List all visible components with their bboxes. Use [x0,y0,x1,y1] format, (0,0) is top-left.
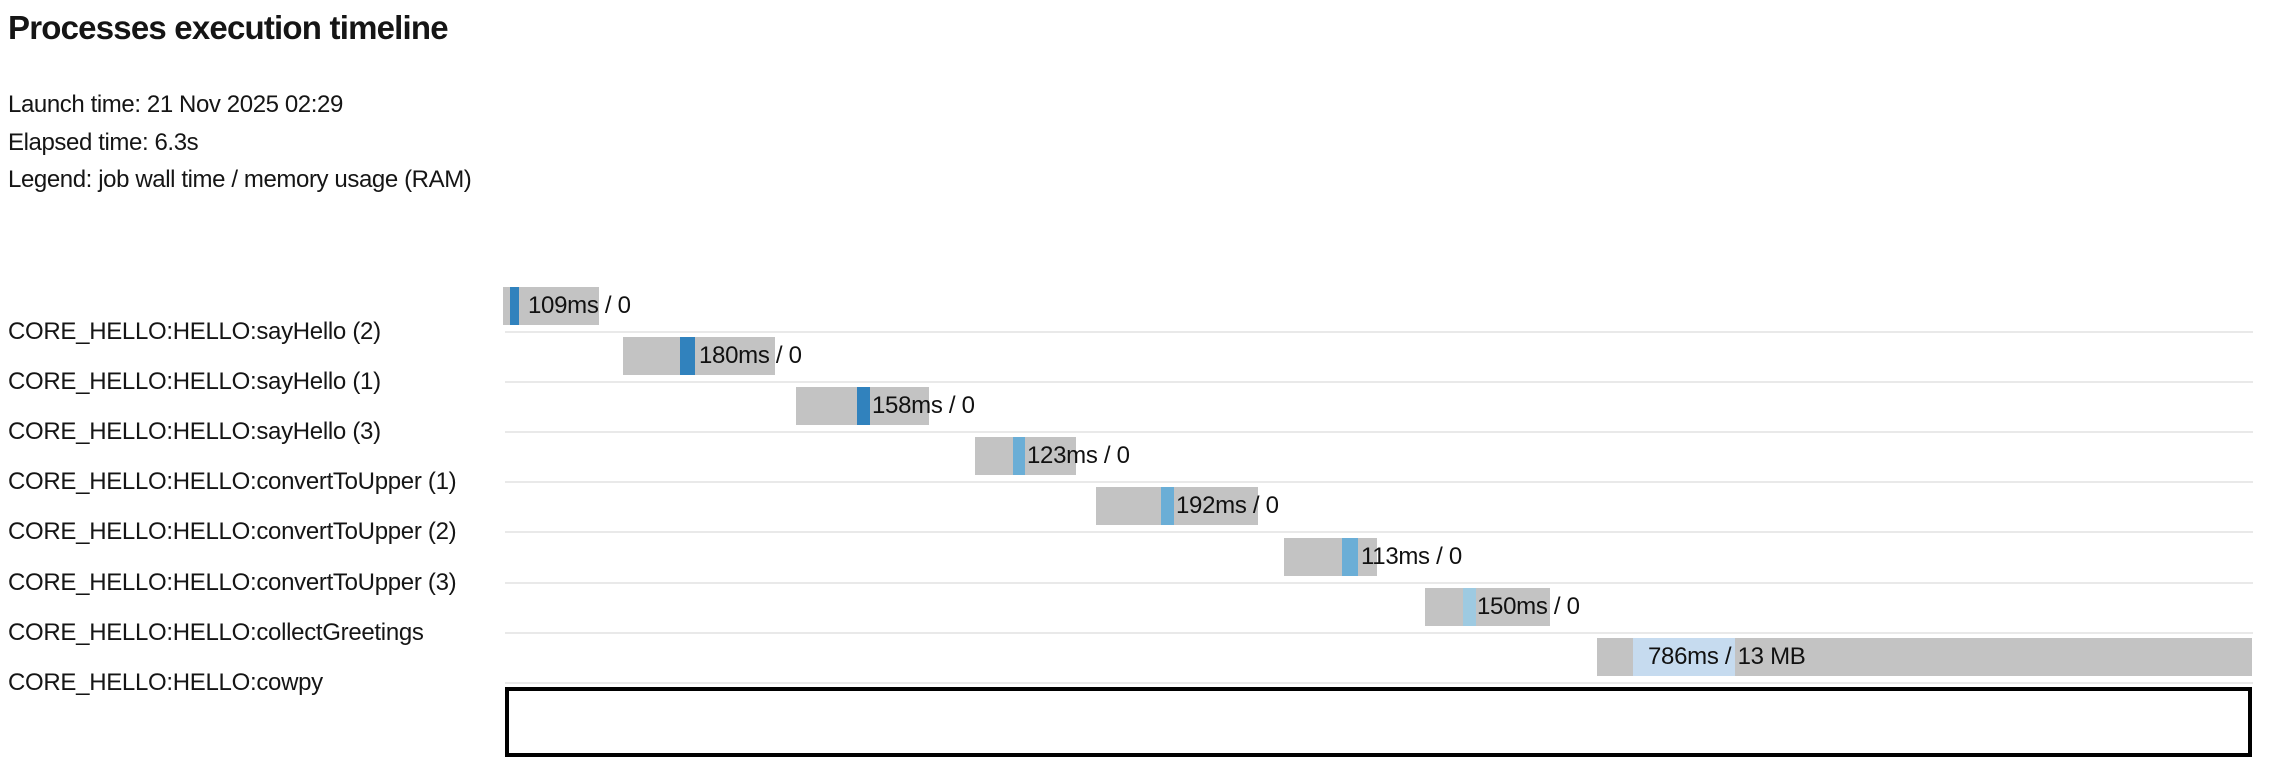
page-title: Processes execution timeline [8,9,449,46]
process-label: CORE_HELLO:HELLO:sayHello (1) [8,368,381,396]
process-label: CORE_HELLO:HELLO:convertToUpper (3) [8,568,457,596]
bar-label: 786ms / 13 MB [1648,642,1806,670]
row-separator [505,581,2253,584]
run-segment [1342,537,1358,576]
trailing-segment [1174,487,1258,526]
run-segment [1463,587,1476,626]
task-bar[interactable] [975,437,1076,476]
task-bar[interactable] [796,387,929,426]
task-bar[interactable] [1425,587,1550,626]
bar-label: 158ms / 0 [872,392,975,420]
run-segment [1013,437,1025,476]
pending-segment [1096,487,1161,526]
bar-label: 180ms / 0 [699,342,802,370]
process-label: CORE_HELLO:HELLO:sayHello (3) [8,418,381,446]
bar-label: 123ms / 0 [1027,442,1130,470]
trailing-segment [1476,587,1550,626]
process-label: CORE_HELLO:HELLO:convertToUpper (2) [8,518,457,546]
task-bar[interactable] [503,287,599,325]
pending-segment [796,387,857,426]
trailing-segment [1735,637,2252,676]
task-bar[interactable] [1096,487,1258,526]
pending-segment [623,337,680,376]
pending-segment [1597,637,1633,676]
pending-segment [1284,537,1342,576]
run-segment [1161,487,1174,526]
legend-text: Legend: job wall time / memory usage (RA… [8,166,472,193]
pending-segment [1425,587,1463,626]
bar-label: 109ms / 0 [528,292,631,319]
run-segment [1633,637,1735,676]
trailing-segment [870,387,929,426]
process-label: CORE_HELLO:HELLO:sayHello (2) [8,318,381,345]
pending-segment [975,437,1013,476]
row-separator [505,681,2253,684]
row-separator [505,631,2253,634]
process-label: CORE_HELLO:HELLO:convertToUpper (1) [8,468,457,496]
run-segment [680,337,695,376]
trailing-segment [1025,437,1076,476]
task-bar[interactable] [623,337,775,376]
run-segment [857,387,870,426]
task-bar[interactable] [1597,637,2252,676]
row-separator [505,431,2253,434]
task-bar[interactable] [1284,537,1377,576]
pending-segment [503,287,510,325]
bar-label: 150ms / 0 [1477,592,1580,620]
run-segment [510,287,519,325]
elapsed-time-text: Elapsed time: 6.3s [8,129,199,156]
bar-label: 192ms / 0 [1176,492,1279,520]
trailing-segment [695,337,775,376]
row-separator [505,381,2253,384]
row-separator [505,331,2253,333]
row-separator [505,531,2253,534]
process-label: CORE_HELLO:HELLO:collectGreetings [8,618,424,646]
launch-time-text: Launch time: 21 Nov 2025 02:29 [8,91,343,118]
row-separator [505,481,2253,484]
bottom-panel-box [505,687,2252,757]
trailing-segment [519,287,599,325]
process-label: CORE_HELLO:HELLO:cowpy [8,668,323,696]
trailing-segment [1358,537,1377,576]
bar-label: 113ms / 0 [1361,542,1462,570]
